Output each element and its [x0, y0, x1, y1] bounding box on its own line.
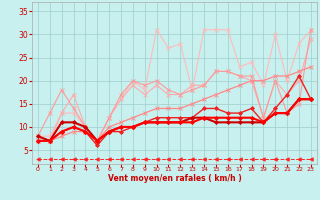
X-axis label: Vent moyen/en rafales ( km/h ): Vent moyen/en rafales ( km/h )	[108, 174, 241, 183]
